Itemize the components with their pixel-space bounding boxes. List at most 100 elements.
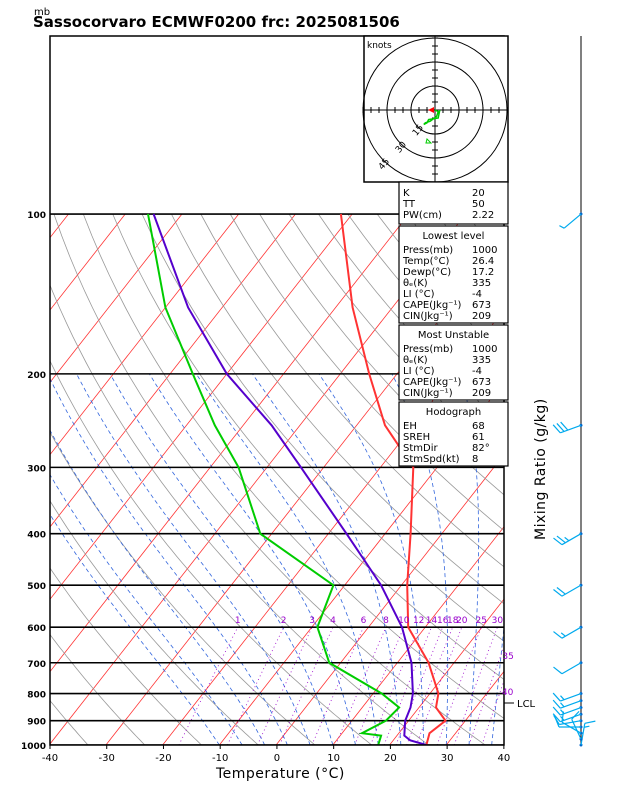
wind-barb <box>579 720 596 747</box>
index-panel: K 20 TT 50 PW(cm) 2.22 Lowest level Press(mb) 10… <box>398 181 509 467</box>
dry-adiabat-line <box>50 360 373 745</box>
wind-barb-flag <box>553 715 560 725</box>
pressure-tick-label: 400 <box>27 531 46 541</box>
isotherm-line <box>275 453 504 745</box>
moist-adiabat-line <box>460 373 480 745</box>
wind-barb <box>553 625 583 639</box>
dry-adiabat-line <box>82 213 504 719</box>
index-label: Temp(°C) <box>402 256 450 267</box>
pressure-tick-label: 800 <box>27 691 46 701</box>
dry-adiabat-line <box>50 284 430 745</box>
wind-barb-flag <box>552 424 561 434</box>
index-value: 1000 <box>472 344 497 355</box>
wind-barb-flag <box>553 589 563 597</box>
index-label: PW(cm) <box>403 210 442 221</box>
isotherm-line <box>50 213 353 600</box>
wind-barb-flag <box>584 725 590 728</box>
wind-barb-flag <box>584 720 596 724</box>
wind-barb-flag <box>560 715 565 721</box>
dry-adiabat-line <box>50 500 259 745</box>
mixing-ratio-label: 25 <box>476 616 487 626</box>
dry-adiabat-line <box>112 213 504 680</box>
wind-barb-flag <box>553 666 563 675</box>
wind-barb-staff <box>561 662 582 675</box>
mixing-ratio-axis-label: Mixing Ratio (g/kg) <box>533 398 549 540</box>
pressure-tick-label: 900 <box>27 718 46 728</box>
wind-barb-flag <box>560 421 569 431</box>
index-label: CIN(Jkg⁻¹) <box>403 311 453 322</box>
index-box <box>398 225 509 324</box>
index-value: 2.22 <box>472 210 494 221</box>
wind-barb <box>553 715 583 726</box>
mixing-ratio-label: 18 <box>447 616 459 626</box>
index-value: 68 <box>472 421 485 432</box>
index-section-header: Hodograph <box>426 407 481 418</box>
hodograph-marker <box>425 138 433 144</box>
moist-adiabat-line <box>50 429 266 745</box>
index-value: 335 <box>472 355 491 366</box>
mixing-ratio-line <box>370 627 420 745</box>
index-box <box>398 324 509 401</box>
sounding-profiles <box>147 213 447 745</box>
moist-adiabat-line <box>50 473 243 745</box>
index-value: 673 <box>472 377 491 388</box>
wind-barb <box>559 212 583 229</box>
index-label: LI (°C) <box>403 366 435 377</box>
x-tick-label: 30 <box>441 753 454 764</box>
mixing-ratio-label: 3 <box>309 616 315 626</box>
x-tick-label: -10 <box>212 753 228 764</box>
mixing-ratio-label: 14 <box>426 616 438 626</box>
pressure-tick-label: 300 <box>27 464 46 474</box>
pressure-unit-label: mb <box>34 7 50 18</box>
wind-barb-staff <box>559 720 582 726</box>
mixing-ratio-line <box>436 627 482 745</box>
x-tick-label: 40 <box>497 753 510 764</box>
parcel-profile <box>152 213 427 745</box>
isotherm-line <box>50 213 126 311</box>
isotherm-line <box>162 309 504 745</box>
index-label: θₑ(K) <box>403 355 428 366</box>
wind-barb-staff <box>561 533 582 546</box>
wind-barb <box>552 692 583 702</box>
index-value: 50 <box>472 199 485 210</box>
index-label: K <box>403 188 410 199</box>
index-label: CIN(Jkg⁻¹) <box>403 388 453 399</box>
wind-barb-staff <box>561 626 582 639</box>
wind-barb-flag <box>552 692 561 702</box>
wind-barb <box>553 583 583 597</box>
pressure-tick-label: 500 <box>27 582 46 592</box>
x-tick-label: -30 <box>99 753 115 764</box>
wind-barb-flag <box>556 535 566 544</box>
pressure-tick-label: 100 <box>27 211 46 221</box>
dry-adiabat-line <box>50 699 89 745</box>
wind-barb-flag <box>553 537 563 546</box>
index-value: 673 <box>472 300 491 311</box>
temperature-profile <box>339 213 447 745</box>
wind-barb-staff <box>560 706 582 716</box>
dry-adiabat-line <box>171 213 504 605</box>
hodograph-trace <box>423 109 441 126</box>
isotherm-line <box>502 743 504 745</box>
mixing-ratio-label: 35 <box>502 652 513 662</box>
isotherm-line <box>50 213 183 383</box>
mixing-ratio-line <box>468 645 504 745</box>
x-tick-label: -40 <box>42 753 58 764</box>
index-label: CAPE(Jkg⁻¹) <box>403 377 461 388</box>
wind-barb-column <box>552 36 596 747</box>
mixing-ratio-line <box>227 627 284 745</box>
mixing-ratio-line <box>395 627 444 745</box>
lcl-label: LCL <box>517 699 536 710</box>
index-label: TT <box>402 199 416 210</box>
mixing-ratio-label: 8 <box>383 616 389 626</box>
mixing-ratio-label: 20 <box>456 616 468 626</box>
moist-adiabat-line <box>50 513 220 745</box>
index-value: -4 <box>472 289 482 300</box>
dry-adiabat-line <box>0 214 41 756</box>
index-value: 61 <box>472 432 485 443</box>
index-value: 20 <box>472 188 485 199</box>
index-value: 209 <box>472 311 491 322</box>
index-label: SREH <box>403 432 430 443</box>
index-label: StmDir <box>403 443 438 454</box>
index-label: LI (°C) <box>403 289 435 300</box>
